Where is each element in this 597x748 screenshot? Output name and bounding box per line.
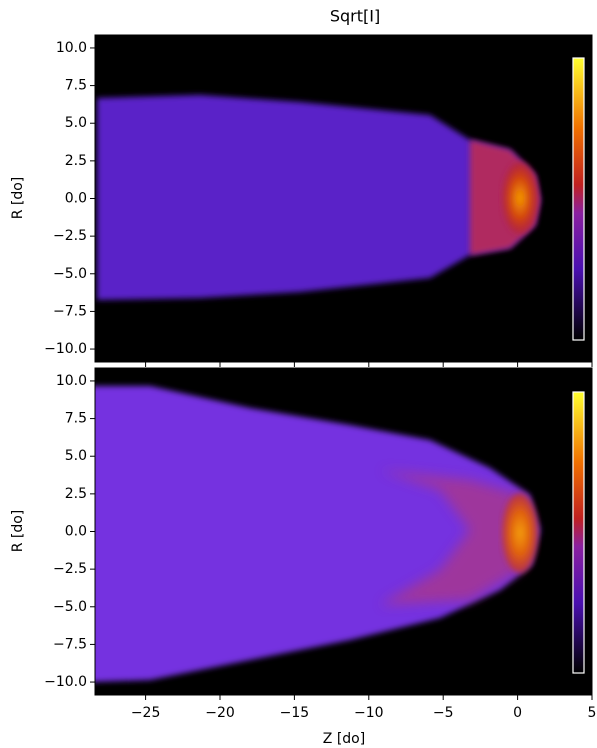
x-tick-label: −15 xyxy=(280,705,310,721)
chart-title: Sqrt[I] xyxy=(330,7,380,26)
x-tick-label: −10 xyxy=(354,705,384,721)
y-tick-label: −7.5 xyxy=(53,636,87,652)
x-tick-label: −20 xyxy=(205,705,235,721)
colorbar xyxy=(572,391,585,674)
y-axis-label: R [do] xyxy=(10,510,26,553)
y-axis-label: R [do] xyxy=(10,177,26,220)
y-tick-label: −10.0 xyxy=(44,674,87,690)
image xyxy=(97,95,540,300)
y-tick-label: −5.0 xyxy=(53,266,87,282)
y-tick-label: −2.5 xyxy=(53,561,87,577)
x-tick-label: −25 xyxy=(131,705,161,721)
y-tick-label: −10.0 xyxy=(44,341,87,357)
y-tick-label: 2.5 xyxy=(65,486,87,502)
y-tick-label: 5.0 xyxy=(65,448,87,464)
y-tick-label: 10.0 xyxy=(56,40,87,56)
y-tick-label: 0.0 xyxy=(65,191,87,207)
x-axis-label: Z [do] xyxy=(323,731,365,747)
colorbar xyxy=(572,57,585,341)
y-tick-label: 7.5 xyxy=(65,411,87,427)
x-tick-label: −5 xyxy=(433,705,454,721)
y-tick-label: 0.0 xyxy=(65,524,87,540)
image xyxy=(95,386,540,682)
y-tick-label: −5.0 xyxy=(53,599,87,615)
y-tick-label: 2.5 xyxy=(65,153,87,169)
panel-bottom xyxy=(95,368,592,695)
y-tick-label: −7.5 xyxy=(53,303,87,319)
x-tick-label: 0 xyxy=(513,705,522,721)
y-tick-label: 5.0 xyxy=(65,115,87,131)
panel-top xyxy=(95,35,592,362)
y-tick-label: −2.5 xyxy=(53,228,87,244)
x-tick-label: 5 xyxy=(588,705,597,721)
y-tick-label: 10.0 xyxy=(56,373,87,389)
y-tick-label: 7.5 xyxy=(65,78,87,94)
